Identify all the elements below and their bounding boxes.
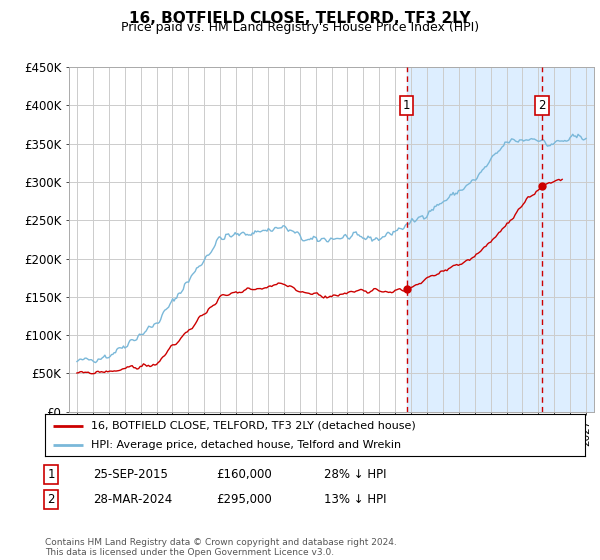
Bar [542,67,594,412]
Text: 13% ↓ HPI: 13% ↓ HPI [324,493,386,506]
Text: 2: 2 [538,99,546,112]
Text: £295,000: £295,000 [216,493,272,506]
Bar [407,67,542,412]
Text: 16, BOTFIELD CLOSE, TELFORD, TF3 2LY: 16, BOTFIELD CLOSE, TELFORD, TF3 2LY [129,11,471,26]
Text: HPI: Average price, detached house, Telford and Wrekin: HPI: Average price, detached house, Telf… [91,440,401,450]
Text: Price paid vs. HM Land Registry's House Price Index (HPI): Price paid vs. HM Land Registry's House … [121,21,479,34]
Text: Contains HM Land Registry data © Crown copyright and database right 2024.
This d: Contains HM Land Registry data © Crown c… [45,538,397,557]
Text: 2: 2 [47,493,55,506]
Text: 25-SEP-2015: 25-SEP-2015 [93,468,168,481]
Text: 16, BOTFIELD CLOSE, TELFORD, TF3 2LY (detached house): 16, BOTFIELD CLOSE, TELFORD, TF3 2LY (de… [91,421,416,431]
Text: 1: 1 [403,99,410,112]
Text: 28-MAR-2024: 28-MAR-2024 [93,493,172,506]
Text: 28% ↓ HPI: 28% ↓ HPI [324,468,386,481]
Text: £160,000: £160,000 [216,468,272,481]
Text: 1: 1 [47,468,55,481]
